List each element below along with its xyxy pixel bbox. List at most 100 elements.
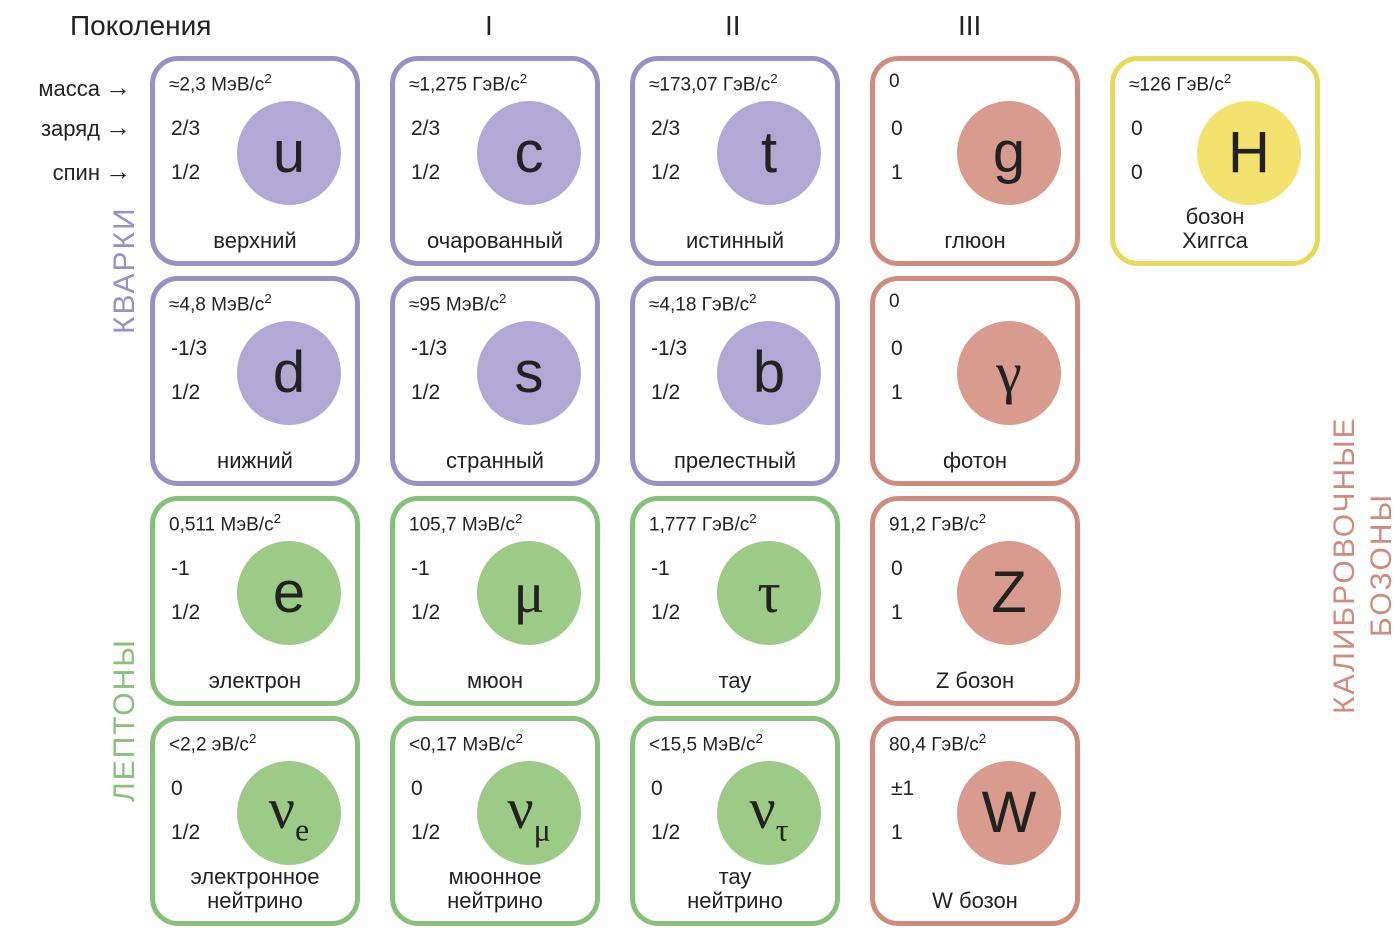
symbol: Z xyxy=(991,564,1026,622)
symbol: ντ xyxy=(749,780,788,847)
spin: 1/2 xyxy=(651,821,680,845)
symbol: W xyxy=(982,784,1037,842)
symbol-circle: s xyxy=(477,321,581,425)
symbol-circle: τ xyxy=(717,541,821,645)
mass: 91,2 ГэВ/с2 xyxy=(889,511,986,536)
symbol-circle: t xyxy=(717,101,821,205)
spin: 1 xyxy=(891,601,903,625)
cell-z: 91,2 ГэВ/с2 0 1 Z Z бозон xyxy=(870,496,1080,706)
particle-name: очарованный xyxy=(395,229,595,253)
particle-name: глюон xyxy=(875,229,1075,253)
particle-name: истинный xyxy=(635,229,835,253)
symbol-circle: γ xyxy=(957,321,1061,425)
cell-h: ≈126 ГэВ/с2 0 0 H бозонХиггса xyxy=(1110,56,1320,266)
charge: -1/3 xyxy=(411,337,447,361)
particle-name: верхний xyxy=(155,229,355,253)
mass: ≈2,3 МэВ/с2 xyxy=(169,71,272,96)
charge: ±1 xyxy=(891,777,914,801)
spin: 1 xyxy=(891,381,903,405)
charge: -1 xyxy=(651,557,670,581)
charge: 0 xyxy=(891,337,903,361)
particle-name: W бозон xyxy=(875,889,1075,913)
spin: 1/2 xyxy=(171,381,200,405)
symbol: b xyxy=(753,344,785,402)
symbol-circle: W xyxy=(957,761,1061,865)
symbol-circle: g xyxy=(957,101,1061,205)
particle-name: странный xyxy=(395,449,595,473)
cell-c: ≈1,275 ГэВ/с2 2/3 1/2 c очарованный xyxy=(390,56,600,266)
symbol: τ xyxy=(757,564,780,622)
charge: 0 xyxy=(171,777,183,801)
spin: 1/2 xyxy=(651,381,680,405)
particle-name: таунейтрино xyxy=(635,865,835,913)
symbol: d xyxy=(273,344,305,402)
symbol-circle: H xyxy=(1197,101,1301,205)
charge: -1/3 xyxy=(651,337,687,361)
symbol: s xyxy=(515,344,544,402)
header-row: Поколения I II III xyxy=(0,10,1396,50)
spin: 1/2 xyxy=(171,601,200,625)
cell-g: 0 0 1 g глюон xyxy=(870,56,1080,266)
symbol: νμ xyxy=(507,780,550,847)
mass: 0,511 МэВ/с2 xyxy=(169,511,281,536)
cell-ve: <2,2 эВ/с2 0 1/2 νe электронноенейтрино xyxy=(150,716,360,926)
cell-t: ≈173,07 ГэВ/с2 2/3 1/2 t истинный xyxy=(630,56,840,266)
charge: -1 xyxy=(171,557,190,581)
cell-tau: 1,777 ГэВ/с2 -1 1/2 τ тау xyxy=(630,496,840,706)
symbol-circle: u xyxy=(237,101,341,205)
mass: ≈4,8 МэВ/с2 xyxy=(169,291,272,316)
mass: ≈1,275 ГэВ/с2 xyxy=(409,71,527,96)
particle-name: бозонХиггса xyxy=(1115,205,1315,253)
spin: 1/2 xyxy=(651,601,680,625)
symbol: H xyxy=(1228,124,1270,182)
cell-w: 80,4 ГэВ/с2 ±1 1 W W бозон xyxy=(870,716,1080,926)
spin: 1/2 xyxy=(411,161,440,185)
symbol: g xyxy=(993,124,1025,182)
spin: 1/2 xyxy=(411,381,440,405)
particle-name: электронноенейтрино xyxy=(155,865,355,913)
symbol-circle: e xyxy=(237,541,341,645)
symbol: t xyxy=(761,124,777,182)
cell-u: ≈2,3 МэВ/с2 2/3 1/2 u верхний xyxy=(150,56,360,266)
cell-vm: <0,17 МэВ/с2 0 1/2 νμ мюонноенейтрино xyxy=(390,716,600,926)
cell-photon: 0 0 1 γ фотон xyxy=(870,276,1080,486)
mass: 1,777 ГэВ/с2 xyxy=(649,511,757,536)
gen-2: II xyxy=(725,10,741,42)
charge: 0 xyxy=(651,777,663,801)
particle-name: фотон xyxy=(875,449,1075,473)
charge: -1/3 xyxy=(171,337,207,361)
charge-label: заряд xyxy=(0,116,100,142)
symbol-circle: d xyxy=(237,321,341,425)
mass: 80,4 ГэВ/с2 xyxy=(889,731,986,756)
charge: -1 xyxy=(411,557,430,581)
mass: ≈4,18 ГэВ/с2 xyxy=(649,291,757,316)
symbol: νe xyxy=(269,780,309,847)
symbol: u xyxy=(273,124,305,182)
symbol-circle: νμ xyxy=(477,761,581,865)
particle-name: Z бозон xyxy=(875,669,1075,693)
mass-label: масса xyxy=(0,76,100,102)
particle-name: тау xyxy=(635,669,835,693)
group-leptons: ЛЕПТОНЫ xyxy=(108,555,142,885)
group-gauge: КАЛИБРОВОЧНЫЕ xyxy=(1328,290,1362,840)
mass: <0,17 МэВ/с2 xyxy=(409,731,523,756)
generations-label: Поколения xyxy=(70,10,211,42)
group-quarks: КВАРКИ xyxy=(108,120,142,420)
symbol-circle: Z xyxy=(957,541,1061,645)
symbol: c xyxy=(515,124,544,182)
symbol-circle: νe xyxy=(237,761,341,865)
mass: ≈126 ГэВ/с2 xyxy=(1129,71,1231,96)
charge: 0 xyxy=(1131,117,1143,141)
spin-label: спин xyxy=(0,160,100,186)
mass: ≈95 МэВ/с2 xyxy=(409,291,506,316)
symbol-circle: μ xyxy=(477,541,581,645)
symbol-circle: c xyxy=(477,101,581,205)
charge: 0 xyxy=(891,557,903,581)
particle-name: прелестный xyxy=(635,449,835,473)
symbol: μ xyxy=(513,564,544,622)
mass: 105,7 МэВ/с2 xyxy=(409,511,522,536)
cell-e: 0,511 МэВ/с2 -1 1/2 e электрон xyxy=(150,496,360,706)
particle-name: мюонноенейтрино xyxy=(395,865,595,913)
spin: 1/2 xyxy=(411,601,440,625)
mass: <15,5 МэВ/с2 xyxy=(649,731,763,756)
